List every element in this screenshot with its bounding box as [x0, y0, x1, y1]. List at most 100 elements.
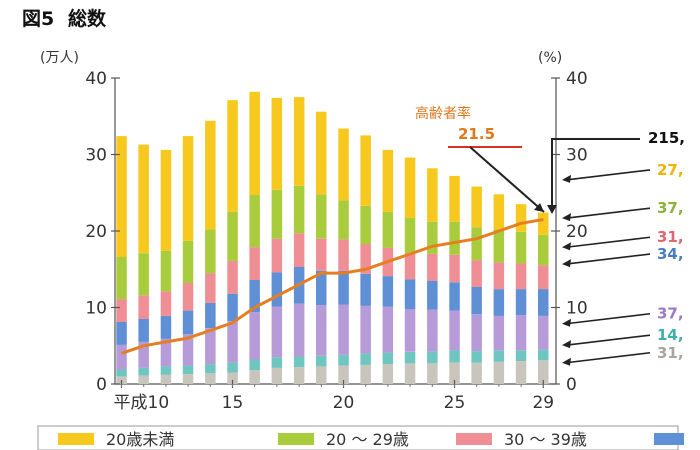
- bar-segment: [382, 211, 394, 248]
- bar-segment: [493, 194, 505, 230]
- right-tick-label: 20: [566, 222, 588, 242]
- right-tick-label: 40: [566, 69, 588, 89]
- figure-title: 総数: [68, 7, 107, 30]
- bar-segment: [449, 350, 460, 363]
- bar-segment: [382, 352, 394, 365]
- bar-segment: [116, 322, 127, 345]
- left-tick-label: 10: [85, 299, 107, 319]
- bar-segment: [538, 234, 549, 266]
- bar-segment: [249, 195, 260, 247]
- bar-segment: [360, 353, 371, 365]
- bar-segment: [293, 233, 305, 267]
- right-value-labels: 27,37,31,34,37,14,31,: [562, 161, 684, 366]
- bar-segment: [471, 351, 482, 363]
- value-arrowhead: [562, 213, 571, 222]
- bar-segment: [449, 310, 460, 351]
- bar-segment: [404, 279, 416, 309]
- bar-segment: [249, 280, 260, 313]
- total-value: 215,: [648, 129, 685, 147]
- bar-segment: [427, 254, 438, 281]
- bar-segment: [205, 120, 216, 230]
- bar-segment: [427, 363, 438, 384]
- bar-segment: [116, 345, 127, 370]
- bar-segment: [138, 375, 149, 384]
- legend-swatch: [278, 433, 314, 445]
- bar-segment: [449, 362, 460, 384]
- bar-segment: [338, 365, 349, 384]
- bar-segment: [338, 200, 349, 240]
- bar-segment: [449, 254, 460, 283]
- bar-segment: [427, 280, 438, 310]
- left-tick-label: 30: [85, 146, 107, 166]
- axis-ticks: 0 10 20 30 40 0 10 20 30 40 平成10 15 20 25 29: [85, 69, 587, 413]
- bar-segment: [449, 175, 460, 222]
- right-value-label: 31,: [657, 228, 684, 246]
- bar-segment: [427, 221, 438, 254]
- bar-segment: [316, 111, 327, 195]
- bar-segment: [182, 283, 194, 311]
- right-tick-label: 30: [566, 146, 588, 166]
- right-value-label: 37,: [657, 305, 684, 323]
- legend-swatch: [654, 433, 684, 445]
- bar-segment: [404, 363, 416, 384]
- bar-segment: [293, 97, 305, 186]
- bar-segment: [138, 253, 149, 296]
- bar-segment: [493, 350, 505, 362]
- bar-segment: [271, 189, 283, 239]
- bar-segment: [493, 361, 505, 384]
- elderly-rate-line: [121, 218, 544, 355]
- bar-segment: [471, 260, 482, 287]
- bar-segment: [182, 240, 194, 283]
- bar-segment: [271, 272, 283, 307]
- bar-segment: [471, 362, 482, 384]
- value-arrowhead: [562, 259, 571, 268]
- bar-segment: [515, 361, 527, 384]
- bar-segment: [271, 97, 283, 190]
- bar-segment: [316, 355, 327, 367]
- bar-segment: [493, 262, 505, 290]
- bar-segment: [182, 136, 194, 241]
- bar-segment: [227, 372, 238, 384]
- bar-segment: [538, 289, 549, 316]
- bar-segment: [138, 295, 149, 319]
- bar-segment: [227, 100, 238, 212]
- bar-segment: [116, 369, 127, 377]
- bar-segment: [138, 367, 149, 376]
- right-value-label: 37,: [657, 199, 684, 217]
- bar-segment: [293, 367, 305, 384]
- bar-segment: [249, 370, 260, 384]
- rate-arrow: [469, 146, 545, 213]
- bar-segment: [227, 211, 238, 261]
- bar-segment: [293, 185, 305, 234]
- bar-segment: [160, 366, 172, 375]
- bar-segment: [116, 136, 127, 257]
- total-arrow: [551, 138, 640, 210]
- bar-segment: [404, 351, 416, 364]
- right-tick-label: 10: [566, 299, 588, 319]
- bar-segment: [538, 265, 549, 290]
- value-arrow: [565, 312, 651, 325]
- bar-segment: [205, 373, 216, 384]
- bar-segment: [138, 144, 149, 254]
- value-arrowhead: [562, 340, 571, 349]
- bar-segment: [227, 362, 238, 373]
- bar-segment: [382, 276, 394, 307]
- left-tick-label: 0: [96, 375, 107, 395]
- right-tick-label: 0: [566, 375, 577, 395]
- bar-segment: [515, 289, 527, 316]
- bar-segment: [404, 218, 416, 253]
- right-value-label: 31,: [657, 344, 684, 362]
- value-arrow: [565, 253, 651, 265]
- bar-segment: [515, 204, 527, 232]
- legend-swatch: [456, 433, 492, 445]
- bar-segment: [116, 299, 127, 322]
- bar-segment: [471, 186, 482, 228]
- bar-segment: [160, 149, 172, 251]
- bar-segment: [360, 306, 371, 354]
- bar-segment: [360, 135, 371, 206]
- bar-segment: [427, 168, 438, 222]
- value-arrow: [565, 334, 651, 346]
- bar-segment: [249, 91, 260, 196]
- bar-segment: [160, 338, 172, 367]
